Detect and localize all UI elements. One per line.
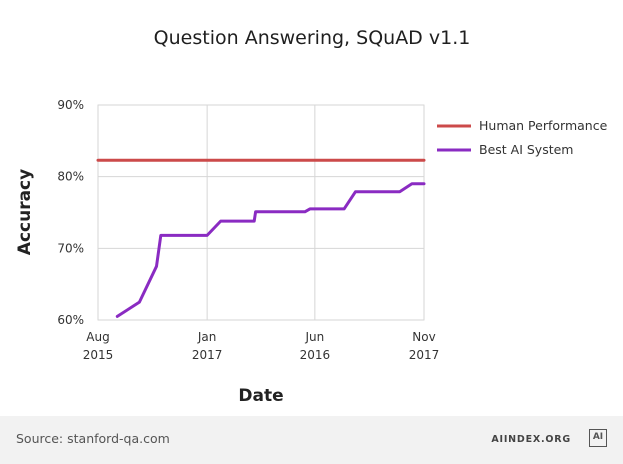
- y-axis-ticks: 60% 70% 80% 90%: [57, 98, 84, 327]
- x-tick-label: Jun: [304, 330, 324, 344]
- y-tick-label: 70%: [57, 241, 84, 255]
- brand-logo: AI: [589, 429, 607, 447]
- legend: Human Performance Best AI System: [437, 118, 608, 157]
- legend-label: Best AI System: [479, 142, 573, 157]
- x-tick-year-label: 2017: [192, 348, 223, 362]
- x-tick-year-label: 2016: [300, 348, 331, 362]
- series-line-1: [115, 182, 426, 318]
- x-tick-label: Nov: [412, 330, 435, 344]
- source-text: Source: stanford-qa.com: [16, 431, 170, 446]
- y-tick-label: 80%: [57, 170, 84, 184]
- y-axis-title: Accuracy: [15, 169, 35, 255]
- chart: Question Answering, SQuAD v1.1 60% 70% 80%…: [15, 27, 608, 406]
- x-axis-ticks: Aug 2015 Jan 2017 Jun 2016 Nov 2017: [83, 330, 440, 362]
- x-tick-year-label: 2017: [409, 348, 440, 362]
- x-axis-title: Date: [238, 386, 283, 406]
- x-tick-label: Aug: [86, 330, 109, 344]
- y-tick-label: 60%: [57, 313, 84, 327]
- x-tick-year-label: 2015: [83, 348, 114, 362]
- brand-text: AIINDEX.ORG: [491, 434, 571, 445]
- gridlines: [97, 104, 425, 321]
- y-tick-label: 90%: [57, 98, 84, 112]
- x-tick-label: Jan: [197, 330, 217, 344]
- series-lines: [96, 158, 426, 318]
- chart-title: Question Answering, SQuAD v1.1: [154, 27, 471, 49]
- legend-label: Human Performance: [479, 118, 608, 133]
- footer: Source: stanford-qa.com AIINDEX.ORG AI: [0, 416, 623, 464]
